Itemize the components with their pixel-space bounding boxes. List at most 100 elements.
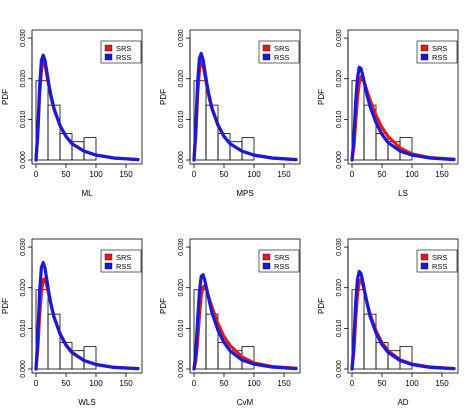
x-tick-label: 50 [62,379,71,388]
y-axis-label: PDF [317,298,326,314]
x-tick-label: 50 [220,379,229,388]
y-tick-label: 0.030 [336,238,343,256]
x-tick-label: 0 [34,170,39,179]
legend-label-srs: SRS [116,44,131,53]
histogram-bar [83,346,97,370]
rss-curve [350,65,456,162]
x-tick-label: 150 [435,379,449,388]
y-tick-label: 0.010 [20,110,27,128]
x-tick-label: 0 [350,170,355,179]
legend-swatch-srs [262,44,271,52]
y-tick-label: 0.020 [20,279,27,297]
x-tick-label: 0 [192,379,197,388]
histogram-bar [399,346,413,370]
srs-curve [34,58,140,162]
x-tick-label: 50 [62,170,71,179]
x-axis-label: WLS [78,398,95,407]
legend-label-srs: SRS [274,253,289,262]
rss-curve [34,260,140,371]
legend-label-rss: RSS [116,53,131,62]
y-tick-label: 0.020 [178,70,185,88]
rss-curve [192,273,298,371]
panel-mps: 0 50 100 150 MPS 0.000 0.010 0.020 0.030 PDF SRSRS… [159,29,301,198]
panel-cvm: 0 50 100 150 CvM 0.000 0.010 0.020 0.030 PDF SRSRS… [159,238,301,407]
x-tick-label: 0 [192,170,197,179]
x-tick-label: 100 [405,379,419,388]
x-tick-label: 150 [435,170,449,179]
y-tick-label: 0.030 [336,29,343,47]
legend-swatch-rss [104,262,113,270]
x-axis-label: AD [397,398,408,407]
x-tick-label: 150 [277,170,291,179]
x-tick-label: 100 [89,170,103,179]
x-axis-label: CvM [237,398,254,407]
y-tick-label: 0.010 [178,319,185,337]
legend-swatch-rss [262,53,271,61]
y-tick-label: 0.020 [336,279,343,297]
x-axis-label: MPS [236,189,253,198]
histogram-bar [47,313,61,370]
y-tick-label: 0.010 [336,110,343,128]
rss-curve [350,269,456,371]
y-axis-label: PDF [159,89,168,105]
y-tick-label: 0.020 [178,279,185,297]
y-tick-label: 0.010 [178,110,185,128]
y-tick-label: 0.030 [178,29,185,47]
x-tick-label: 100 [89,379,103,388]
legend-swatch-srs [104,253,113,261]
srs-curve [350,277,456,371]
legend-swatch-srs [262,253,271,261]
legend-label-rss: RSS [274,53,289,62]
rss-curve [192,51,298,162]
legend-swatch-rss [104,53,113,61]
histogram-bar [241,137,255,161]
y-axis-label: PDF [1,89,10,105]
rss-curve [34,53,140,162]
x-tick-label: 0 [350,379,355,388]
x-tick-label: 50 [378,170,387,179]
histogram-bar [83,137,97,161]
legend-label-rss: RSS [116,262,131,271]
srs-curve [34,277,140,371]
x-axis-label: ML [81,189,93,198]
legend-label-rss: RSS [432,53,447,62]
legend-label-rss: RSS [274,262,289,271]
x-tick-label: 150 [277,379,291,388]
y-tick-label: 0.000 [178,151,185,169]
y-tick-label: 0.030 [178,238,185,256]
x-tick-label: 100 [247,170,261,179]
x-tick-label: 100 [405,170,419,179]
x-tick-label: 150 [119,379,133,388]
y-tick-label: 0.010 [20,319,27,337]
legend-swatch-srs [104,44,113,52]
x-tick-label: 50 [378,379,387,388]
legend-swatch-srs [420,253,429,261]
legend-label-srs: SRS [432,253,447,262]
srs-curve [192,58,298,162]
y-tick-label: 0.000 [336,360,343,378]
legend-label-rss: RSS [432,262,447,271]
y-tick-label: 0.030 [20,238,27,256]
y-axis-label: PDF [317,89,326,105]
y-tick-label: 0.030 [20,29,27,47]
legend-label-srs: SRS [274,44,289,53]
panel-wls: 0 50 100 150 WLS 0.000 0.010 0.020 0.030 PDF SRSRS… [1,238,143,407]
legend-swatch-srs [420,44,429,52]
legend-swatch-rss [262,262,271,270]
y-tick-label: 0.000 [20,360,27,378]
y-tick-label: 0.020 [336,70,343,88]
legend-label-srs: SRS [116,253,131,262]
y-tick-label: 0.000 [336,151,343,169]
x-tick-label: 0 [34,379,39,388]
x-tick-label: 150 [119,170,133,179]
x-tick-label: 100 [247,379,261,388]
x-axis-label: LS [398,189,408,198]
y-tick-label: 0.010 [336,319,343,337]
legend-label-srs: SRS [432,44,447,53]
y-tick-label: 0.000 [20,151,27,169]
x-tick-label: 50 [220,170,229,179]
y-axis-label: PDF [159,298,168,314]
